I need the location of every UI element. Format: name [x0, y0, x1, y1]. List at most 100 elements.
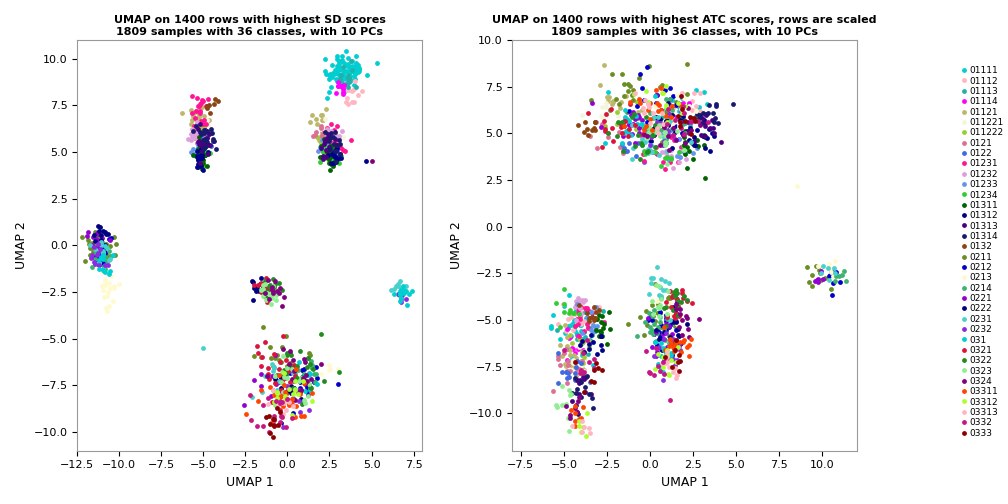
- Point: [827, 269, 843, 277]
- Point: [602, 106, 618, 114]
- Point: [202, 101, 218, 109]
- Point: [316, 129, 332, 137]
- Point: [347, 76, 363, 84]
- Point: [648, 128, 664, 136]
- Point: [322, 153, 338, 161]
- Point: [95, 227, 111, 235]
- Point: [197, 151, 213, 159]
- Point: [245, 281, 261, 289]
- Point: [329, 136, 345, 144]
- Point: [264, 283, 280, 291]
- Point: [643, 137, 659, 145]
- Point: [669, 301, 685, 309]
- Point: [592, 81, 608, 89]
- Point: [87, 242, 103, 250]
- Point: [620, 80, 636, 88]
- Point: [587, 364, 603, 372]
- Point: [667, 338, 683, 346]
- Point: [563, 344, 580, 352]
- Point: [333, 150, 349, 158]
- Point: [321, 131, 337, 139]
- Point: [571, 379, 587, 387]
- Point: [199, 148, 215, 156]
- Point: [566, 317, 583, 325]
- Point: [313, 129, 330, 137]
- Point: [268, 389, 284, 397]
- Point: [671, 158, 687, 166]
- Point: [697, 131, 713, 139]
- Point: [692, 131, 709, 139]
- Point: [202, 149, 218, 157]
- Point: [616, 80, 632, 88]
- Point: [192, 142, 208, 150]
- Point: [688, 101, 705, 109]
- Point: [299, 383, 316, 391]
- Point: [268, 376, 284, 384]
- Point: [196, 131, 212, 139]
- Point: [656, 326, 672, 334]
- Point: [667, 305, 683, 313]
- Point: [273, 385, 289, 393]
- Point: [323, 135, 339, 143]
- Point: [669, 91, 685, 99]
- Point: [624, 120, 640, 129]
- Point: [621, 107, 637, 115]
- Point: [644, 132, 660, 140]
- Point: [333, 76, 349, 84]
- Point: [574, 318, 590, 326]
- Point: [339, 86, 355, 94]
- Point: [335, 74, 351, 82]
- Point: [656, 323, 672, 331]
- Point: [99, 244, 115, 252]
- Point: [192, 109, 208, 117]
- Point: [200, 102, 216, 110]
- Point: [245, 278, 261, 286]
- Point: [568, 358, 584, 366]
- Point: [325, 73, 341, 81]
- Point: [571, 410, 587, 418]
- Point: [196, 151, 212, 159]
- Point: [263, 293, 279, 301]
- Point: [316, 377, 332, 386]
- Point: [583, 308, 599, 316]
- Point: [635, 150, 651, 158]
- Point: [199, 102, 215, 110]
- Point: [300, 354, 317, 362]
- Point: [658, 303, 674, 311]
- Point: [395, 282, 411, 290]
- Point: [272, 375, 288, 384]
- Point: [633, 139, 649, 147]
- Point: [631, 112, 647, 120]
- Point: [577, 296, 593, 304]
- Point: [335, 72, 351, 80]
- Point: [341, 78, 357, 86]
- Point: [621, 120, 637, 128]
- Point: [260, 276, 276, 284]
- Point: [285, 362, 301, 370]
- Point: [275, 402, 291, 410]
- Point: [97, 262, 113, 270]
- Point: [587, 314, 603, 323]
- Point: [572, 375, 588, 384]
- Point: [583, 336, 599, 344]
- Point: [577, 348, 593, 356]
- Point: [327, 130, 343, 138]
- Point: [576, 317, 592, 325]
- Point: [316, 140, 332, 148]
- Point: [236, 401, 252, 409]
- Point: [573, 362, 589, 370]
- Point: [262, 284, 278, 292]
- Point: [588, 314, 604, 323]
- Point: [664, 119, 680, 128]
- Point: [585, 321, 601, 329]
- Point: [561, 386, 578, 394]
- Point: [274, 410, 290, 418]
- Point: [645, 131, 661, 139]
- Point: [93, 254, 109, 262]
- Point: [265, 362, 281, 370]
- Point: [647, 322, 663, 330]
- Point: [210, 97, 226, 105]
- Point: [628, 112, 644, 120]
- Point: [660, 110, 676, 118]
- Point: [244, 277, 260, 285]
